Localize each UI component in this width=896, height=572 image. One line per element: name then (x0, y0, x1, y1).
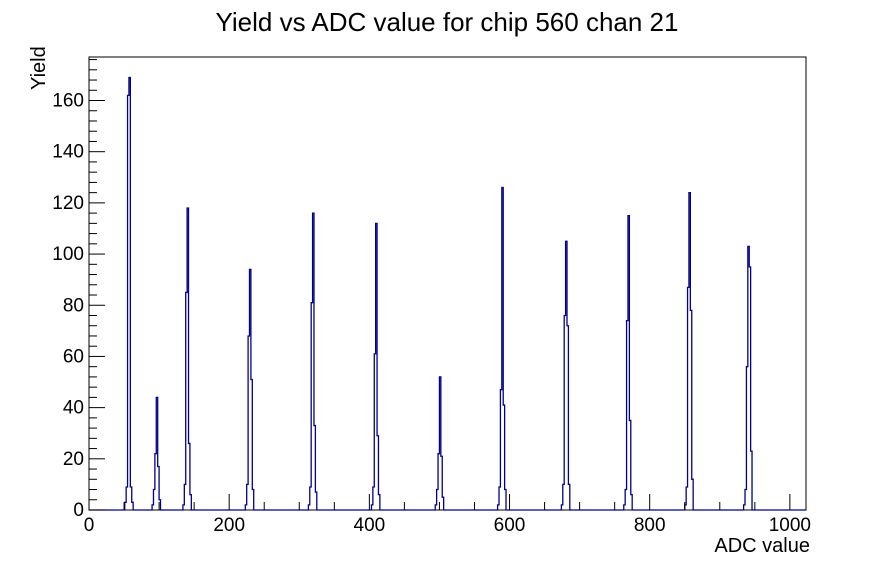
x-tick-label: 200 (213, 515, 245, 536)
chart-title: Yield vs ADC value for chip 560 chan 21 (216, 7, 679, 37)
y-tick-label: 120 (52, 193, 84, 214)
x-tick-label: 600 (494, 515, 526, 536)
y-tick-label: 100 (52, 244, 84, 265)
y-tick-label: 40 (63, 398, 84, 419)
x-tick-label: 0 (84, 515, 95, 536)
y-axis-label: Yield (28, 46, 50, 90)
y-tick-label: 80 (63, 295, 84, 316)
y-tick-label: 60 (63, 346, 84, 367)
y-tick-label: 140 (52, 142, 84, 163)
x-axis: 0 200 400 600 800 1000 (84, 494, 811, 536)
x-tick-label: 800 (634, 515, 666, 536)
x-tick-label: 400 (354, 515, 386, 536)
x-tick-label: 1000 (769, 515, 811, 536)
histogram-line (89, 76, 806, 511)
histogram-series (89, 76, 806, 511)
y-tick-label: 20 (63, 449, 84, 470)
plot-frame (88, 56, 807, 511)
frame-border (88, 56, 807, 511)
y-tick-label: 0 (73, 500, 84, 521)
y-axis: 0 20 40 60 80 100 120 140 160 (52, 59, 105, 521)
x-axis-label: ADC value (714, 535, 810, 557)
y-tick-label: 160 (52, 91, 84, 112)
